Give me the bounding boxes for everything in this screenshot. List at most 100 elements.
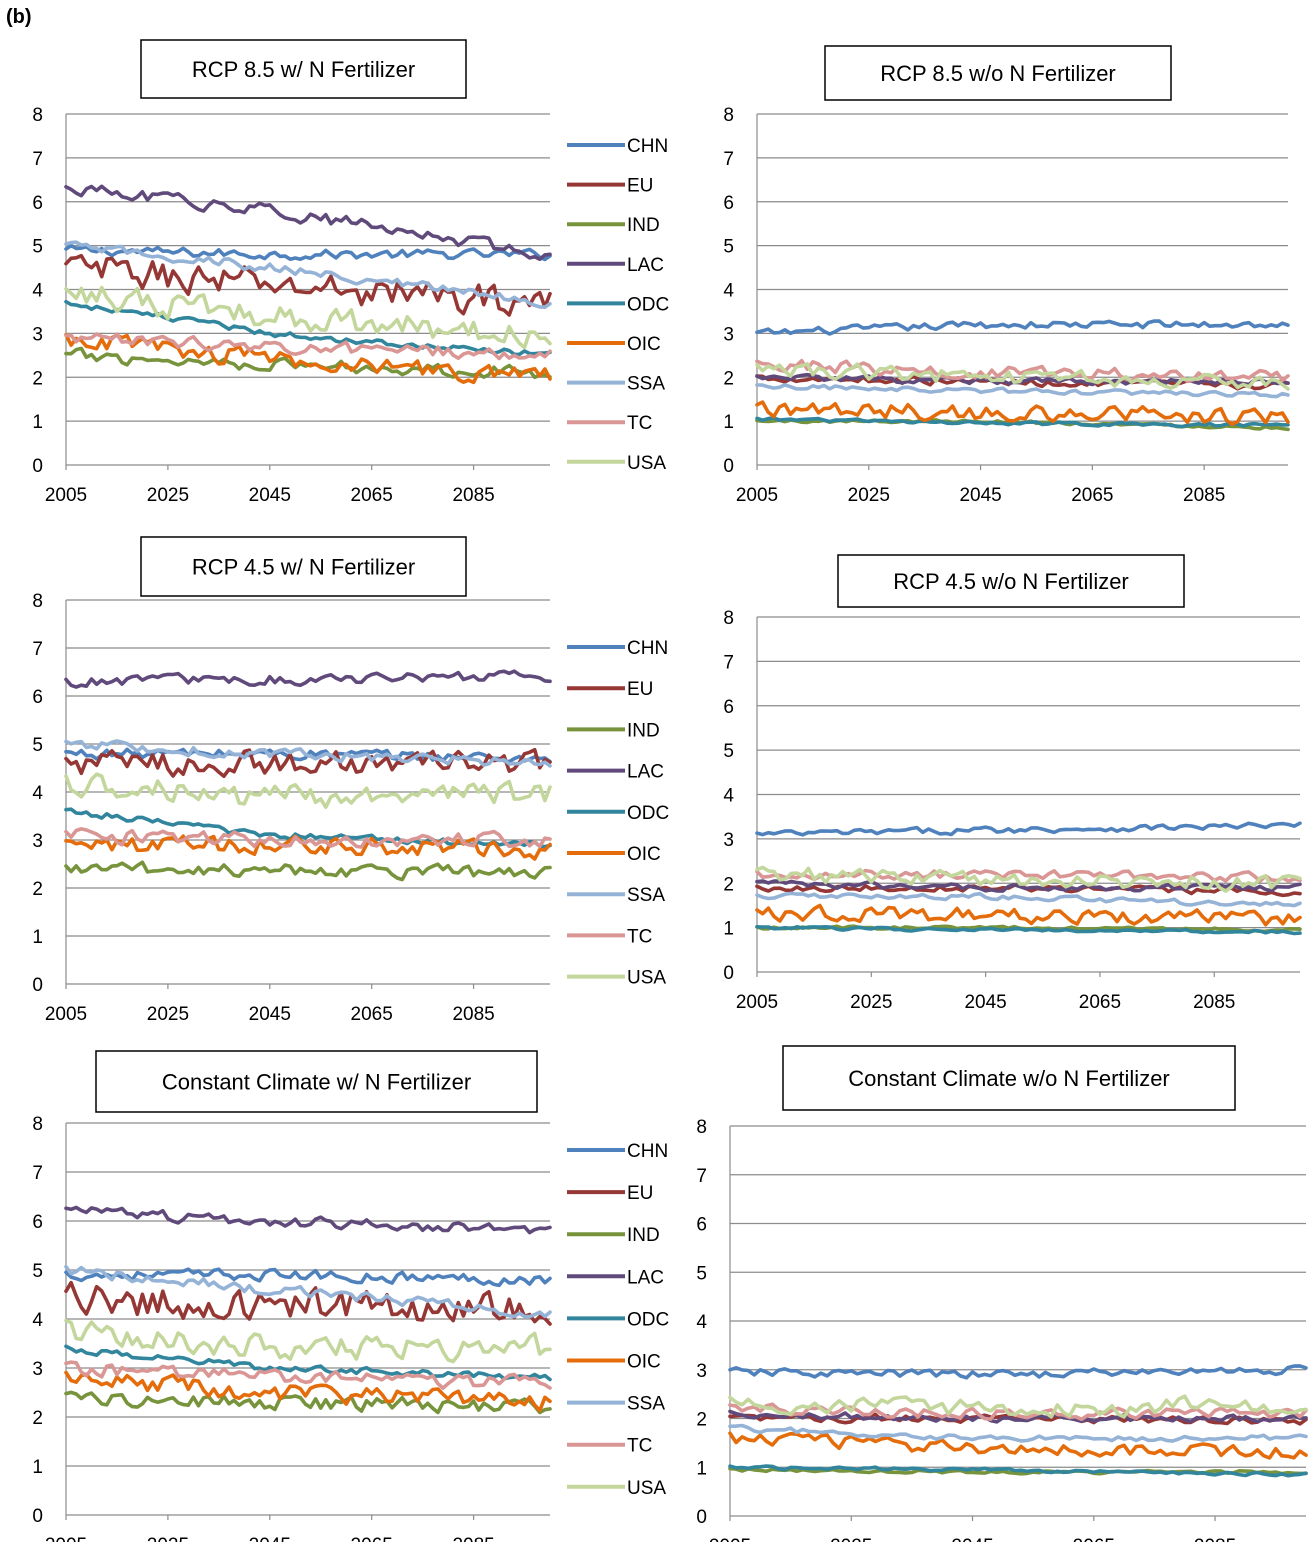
legend-label-chn: CHN	[627, 136, 668, 157]
y-tick-label: 3	[32, 324, 43, 345]
y-tick-label: 0	[32, 975, 43, 996]
y-tick-label: 6	[32, 193, 43, 214]
y-tick-label: 3	[32, 831, 43, 852]
chart-title-box	[837, 554, 1185, 608]
chart-panel: 0 1 2 3 4 5 6 7 8 2005 2025 2045 2065 2085 RCP 4.5 w/o…	[723, 554, 1302, 1013]
y-tick-label: 1	[32, 1457, 43, 1478]
series-line-chn	[728, 1364, 1308, 1380]
series-line-odc	[64, 1344, 552, 1382]
x-tick-label: 2065	[351, 1535, 393, 1542]
chart-title: RCP 8.5 w/ N Fertilizer	[192, 57, 415, 82]
legend-label-ssa: SSA	[627, 1394, 665, 1415]
x-tick-label: 2025	[830, 1536, 872, 1542]
legend-label-chn: CHN	[627, 638, 668, 659]
y-tick-label: 5	[32, 237, 43, 258]
legend-label-oic: OIC	[627, 844, 661, 865]
legend-label-tc: TC	[627, 413, 652, 434]
series-line-odc	[755, 925, 1302, 936]
y-tick-label: 6	[723, 697, 734, 718]
y-tick-label: 8	[723, 105, 734, 126]
series-line-tc	[755, 358, 1290, 384]
y-tick-label: 0	[696, 1507, 707, 1528]
chart-panel: 0 1 2 3 4 5 6 7 8 2005 2025 2045 2065 2085 Constant Cl…	[696, 1045, 1308, 1542]
y-tick-label: 1	[32, 412, 43, 433]
x-tick-label: 2005	[45, 485, 87, 506]
chart-title: RCP 4.5 w/o N Fertilizer	[893, 569, 1129, 594]
y-tick-label: 5	[696, 1263, 707, 1284]
series-line-lac	[64, 1205, 552, 1235]
series-line-ssa	[728, 1423, 1308, 1443]
y-tick-label: 4	[723, 281, 734, 302]
chart-title-box	[140, 39, 467, 99]
series-line-tc	[64, 332, 552, 361]
legend-label-eu: EU	[627, 1183, 653, 1204]
x-tick-label: 2085	[1183, 485, 1225, 506]
y-tick-label: 4	[32, 1310, 43, 1331]
y-tick-label: 3	[696, 1361, 707, 1382]
y-tick-label: 6	[696, 1215, 707, 1236]
series-line-usa	[64, 1318, 552, 1364]
series-line-eu	[64, 1280, 552, 1326]
series-line-tc	[64, 827, 552, 849]
x-tick-label: 2085	[1193, 992, 1235, 1013]
x-tick-label: 2025	[850, 992, 892, 1013]
series-line-oic	[64, 1370, 552, 1413]
x-tick-label: 2045	[951, 1536, 993, 1542]
series-line-lac	[64, 669, 552, 689]
series-line-usa	[755, 865, 1302, 893]
x-tick-label: 2045	[249, 485, 291, 506]
y-tick-label: 7	[32, 1163, 43, 1184]
series-line-usa	[64, 285, 552, 350]
y-tick-label: 2	[723, 874, 734, 895]
y-tick-label: 2	[696, 1410, 707, 1431]
series-line-tc	[64, 1360, 552, 1390]
series-line-chn	[64, 243, 552, 262]
legend-label-odc: ODC	[627, 803, 669, 824]
y-tick-label: 7	[32, 639, 43, 660]
y-tick-label: 0	[32, 456, 43, 477]
x-tick-label: 2005	[709, 1536, 751, 1542]
y-tick-label: 5	[723, 741, 734, 762]
series-line-odc	[728, 1464, 1308, 1478]
series-line-usa	[64, 772, 552, 809]
legend-label-lac: LAC	[627, 1267, 664, 1288]
x-tick-label: 2025	[848, 485, 890, 506]
series-line-eu	[64, 748, 552, 778]
x-tick-label: 2025	[147, 485, 189, 506]
y-tick-label: 2	[32, 368, 43, 389]
chart-title: Constant Climate w/ N Fertilizer	[162, 1070, 471, 1095]
legend-label-lac: LAC	[627, 255, 664, 276]
series-line-ssa	[64, 1264, 552, 1319]
x-tick-label: 2005	[736, 485, 778, 506]
legend-label-tc: TC	[627, 1436, 652, 1457]
series-line-oic	[755, 400, 1290, 427]
chart-title: Constant Climate w/o N Fertilizer	[848, 1066, 1170, 1091]
x-tick-label: 2045	[959, 485, 1001, 506]
x-tick-label: 2045	[964, 992, 1006, 1013]
y-tick-label: 3	[723, 324, 734, 345]
y-tick-label: 2	[723, 368, 734, 389]
series-line-chn	[64, 1267, 552, 1288]
chart-title-box	[824, 45, 1172, 101]
x-tick-label: 2005	[45, 1535, 87, 1542]
x-tick-label: 2085	[452, 1535, 494, 1542]
series-line-chn	[755, 821, 1302, 837]
y-tick-label: 2	[32, 879, 43, 900]
legend-label-ind: IND	[627, 215, 660, 236]
y-tick-label: 3	[723, 830, 734, 851]
series-line-lac	[755, 372, 1290, 387]
series-line-lac	[728, 1409, 1308, 1424]
x-tick-label: 2065	[351, 485, 393, 506]
chart-title-box	[95, 1050, 538, 1113]
y-tick-label: 8	[696, 1117, 707, 1138]
chart-panel: 0 1 2 3 4 5 6 7 8 2005 2025 2045 2065 2085 RCP 8.5 w/ …	[32, 39, 669, 506]
series-line-usa	[728, 1394, 1308, 1419]
series-line-lac	[64, 184, 552, 262]
series-line-odc	[64, 299, 552, 357]
series-line-ssa	[64, 739, 552, 768]
series-line-ssa	[755, 891, 1302, 908]
y-tick-label: 7	[696, 1166, 707, 1187]
x-tick-label: 2085	[452, 485, 494, 506]
legend-label-odc: ODC	[627, 1309, 669, 1330]
x-tick-label: 2085	[1194, 1536, 1236, 1542]
